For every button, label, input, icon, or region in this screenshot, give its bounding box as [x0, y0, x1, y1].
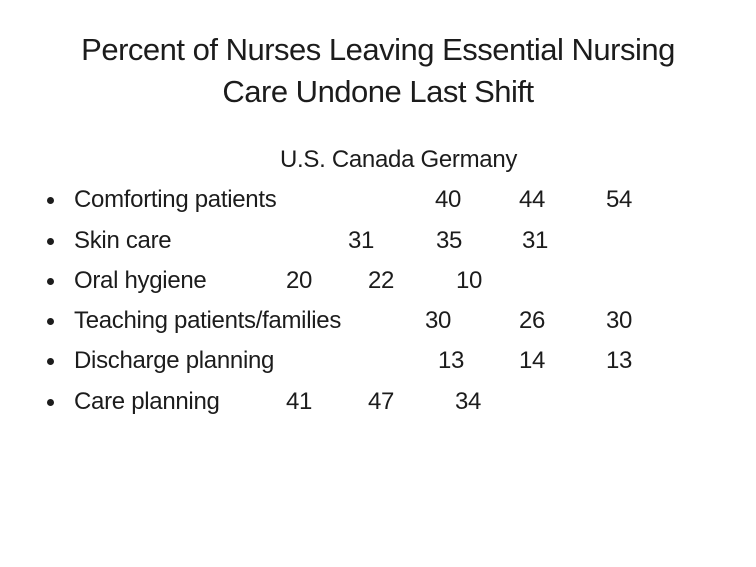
row-value-us: 40 — [435, 186, 462, 214]
row-value-germany: 30 — [606, 307, 633, 335]
row-label: Care planning — [74, 387, 220, 415]
table-rows: Comforting patients 40 44 54 Skin care 31 35 31… — [0, 180, 756, 422]
table-row: Discharge planning 13 14 13 — [0, 341, 756, 381]
row-value-canada: 35 — [436, 226, 463, 254]
slide-title-line-1: Percent of Nurses Leaving Essential Nurs… — [81, 32, 675, 67]
row-label: Oral hygiene — [74, 266, 207, 294]
row-value-canada: 44 — [519, 186, 546, 214]
bullet-icon — [47, 237, 54, 245]
row-value-canada: 26 — [519, 307, 546, 335]
bullet-icon — [47, 277, 54, 285]
row-value-us: 31 — [348, 226, 375, 254]
row-label: Teaching patients/families — [74, 307, 342, 335]
row-label: Skin care — [74, 226, 172, 254]
row-value-germany: 13 — [606, 347, 633, 375]
row-label: Comforting patients — [74, 186, 277, 214]
slide-title: Percent of Nurses Leaving Essential Nurs… — [0, 29, 756, 113]
table-row: Oral hygiene 20 22 10 — [0, 261, 756, 301]
table-row: Comforting patients 40 44 54 — [0, 180, 756, 220]
table-header-labels: U.S. Canada Germany — [280, 146, 518, 173]
row-value-germany: 54 — [606, 186, 633, 214]
table-row: Care planning 41 47 34 — [0, 382, 756, 422]
table-row: Teaching patients/families 30 26 30 — [0, 301, 756, 341]
care-undone-table: U.S. Canada Germany Comforting patients 4… — [0, 140, 756, 422]
row-value-us: 20 — [286, 266, 313, 294]
row-value-germany: 34 — [455, 387, 482, 415]
row-value-germany: 10 — [456, 266, 483, 294]
bullet-icon — [47, 358, 54, 366]
row-value-canada: 47 — [368, 387, 395, 415]
row-value-us: 30 — [425, 307, 452, 335]
row-value-germany: 31 — [522, 226, 549, 254]
row-label: Discharge planning — [74, 347, 275, 375]
table-header-row: U.S. Canada Germany — [0, 140, 756, 180]
row-value-canada: 14 — [519, 347, 546, 375]
slide-title-line-2: Care Undone Last Shift — [222, 74, 534, 109]
bullet-icon — [47, 197, 54, 205]
table-row: Skin care 31 35 31 — [0, 221, 756, 261]
bullet-icon — [47, 398, 54, 406]
row-value-canada: 22 — [368, 266, 395, 294]
bullet-icon — [47, 318, 54, 326]
row-value-us: 41 — [286, 387, 313, 415]
row-value-us: 13 — [438, 347, 465, 375]
